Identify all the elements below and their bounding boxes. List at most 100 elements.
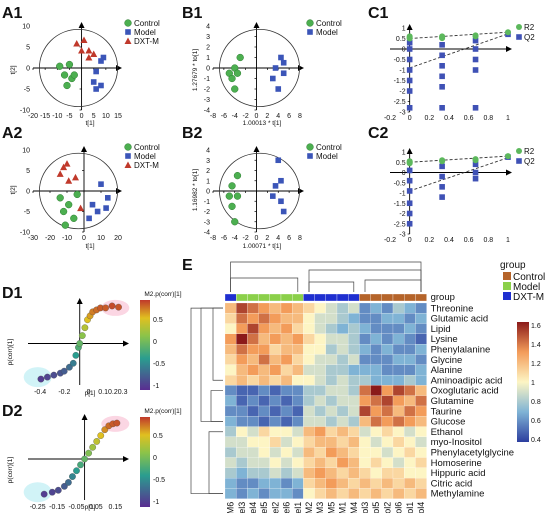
heatmap-cell	[236, 467, 248, 479]
B1-ytick-label: -4	[204, 108, 210, 115]
heatmap-cell	[314, 405, 326, 417]
heatmap-cell	[404, 478, 416, 489]
heatmap-cell	[348, 405, 360, 417]
C1-point-r2	[439, 35, 446, 42]
heatmap-cell	[280, 385, 293, 396]
B1-ytick-label: 4	[206, 24, 210, 31]
heatmap-cell	[336, 467, 349, 479]
a2-xlabel: t[1]	[85, 243, 94, 250]
D2-x-arrow	[123, 456, 129, 462]
heatmap-cell	[314, 457, 326, 468]
heatmap-cell	[269, 364, 282, 376]
heatmap-cell	[280, 405, 293, 417]
heatmap-cell	[280, 467, 293, 479]
heatmap-cell	[370, 478, 382, 489]
heatmap-cell	[269, 488, 282, 499]
D2-point	[97, 432, 105, 439]
heatmap-cell	[359, 447, 371, 458]
A2-point-control	[70, 214, 78, 222]
heatmap-cell	[336, 385, 349, 396]
heatmap-cell	[314, 302, 326, 314]
A2-legend-label: Model	[134, 152, 156, 161]
heatmap-cell	[359, 313, 371, 324]
C2-ytick-label: -1.5	[394, 201, 406, 208]
heatmap-cell	[303, 405, 315, 417]
C1-xtick-label: 0.8	[483, 115, 493, 122]
panel-label-a2: A2	[2, 125, 23, 142]
heatmap-column-label: Model6	[282, 502, 292, 513]
C2-legend-marker	[516, 158, 522, 164]
heatmap-group-cell	[415, 293, 427, 302]
heatmap-cell	[415, 333, 427, 345]
heatmap-group-cell	[392, 293, 405, 302]
heatmap-cell	[247, 323, 259, 335]
D2-point	[65, 479, 72, 486]
heatmap-cell	[292, 354, 304, 365]
d2-colorbar-title: M2.p(corr)[1]	[144, 408, 181, 415]
heatmap-cell	[258, 447, 270, 458]
heatmap-cell	[247, 395, 259, 407]
C1-point-q2	[472, 67, 479, 73]
heatmap-cell	[236, 426, 248, 438]
D1-colorbar-tick: 0.5	[153, 317, 163, 324]
heatmap-legend-title: group	[500, 260, 526, 271]
heatmap-cell	[314, 488, 326, 499]
heatmap-row-dendrogram	[190, 307, 223, 494]
A2-point-control	[73, 190, 81, 199]
D1-xtick-label: -0.4	[34, 389, 46, 396]
heatmap-cell	[415, 488, 427, 499]
heatmap-row-label: Glycine	[431, 355, 463, 366]
C2-ytick-label: -1	[399, 191, 405, 198]
B1-xtick-label: 2	[265, 113, 269, 120]
heatmap-cell	[292, 344, 304, 355]
B2-point-model	[280, 208, 287, 215]
A1-point-model	[100, 54, 107, 61]
panel-label-d1: D1	[2, 285, 23, 302]
heatmap-cell	[269, 426, 282, 438]
heatmap-cell	[247, 447, 259, 458]
heatmap-cell	[404, 333, 416, 345]
heatmap-row-label: Glucose	[431, 417, 466, 428]
heatmap-cell	[348, 488, 360, 499]
D2-point	[61, 482, 68, 490]
B2-legend-marker	[307, 153, 313, 159]
C1-point-q2	[406, 56, 413, 63]
A1-point-dxt-m	[80, 36, 88, 43]
heatmap-cell	[236, 447, 248, 458]
heatmap-cell	[370, 436, 382, 448]
heatmap-group-cell	[303, 293, 315, 302]
heatmap-cell	[348, 447, 360, 458]
C1-point-q2	[406, 105, 413, 111]
heatmap-cell	[236, 375, 248, 386]
D2-colorbar-tick: -0.5	[153, 477, 165, 484]
D1-point	[115, 303, 122, 311]
B1-legend-label: Control	[316, 19, 342, 28]
heatmap-row-dendrogram	[208, 431, 223, 494]
B2-ytick-label: -1	[204, 199, 210, 206]
heatmap-cell	[348, 457, 360, 468]
heatmap-cell	[224, 457, 237, 468]
heatmap-cell	[348, 364, 360, 376]
heatmap-cell	[224, 436, 237, 448]
heatmap-cell	[336, 333, 349, 345]
A2-ytick-label: 0	[26, 189, 30, 196]
heatmap-cell	[336, 395, 349, 407]
D2-y-arrow	[81, 414, 88, 420]
heatmap-cell	[224, 313, 237, 324]
D1-point	[44, 373, 51, 381]
B1-xtick-label: -2	[243, 113, 249, 120]
heatmap-column-label: Control1	[405, 502, 415, 513]
heatmap-cell	[280, 344, 293, 355]
C1-point-q2	[439, 73, 445, 80]
heatmap-group-cell	[381, 293, 394, 302]
d1-ylabel: p(corr)[1]	[7, 339, 14, 366]
heatmap-cell	[348, 436, 360, 448]
C2-point-q2	[406, 167, 413, 174]
heatmap-cell	[359, 436, 371, 448]
heatmap-cell	[269, 457, 282, 468]
heatmap-row-label: Lysine	[431, 334, 458, 345]
heatmap-cell	[325, 344, 338, 355]
A1-point-control	[56, 62, 64, 70]
heatmap-cell	[404, 447, 416, 458]
b2-xlabel: 1.00071 * t[1]	[243, 243, 282, 250]
